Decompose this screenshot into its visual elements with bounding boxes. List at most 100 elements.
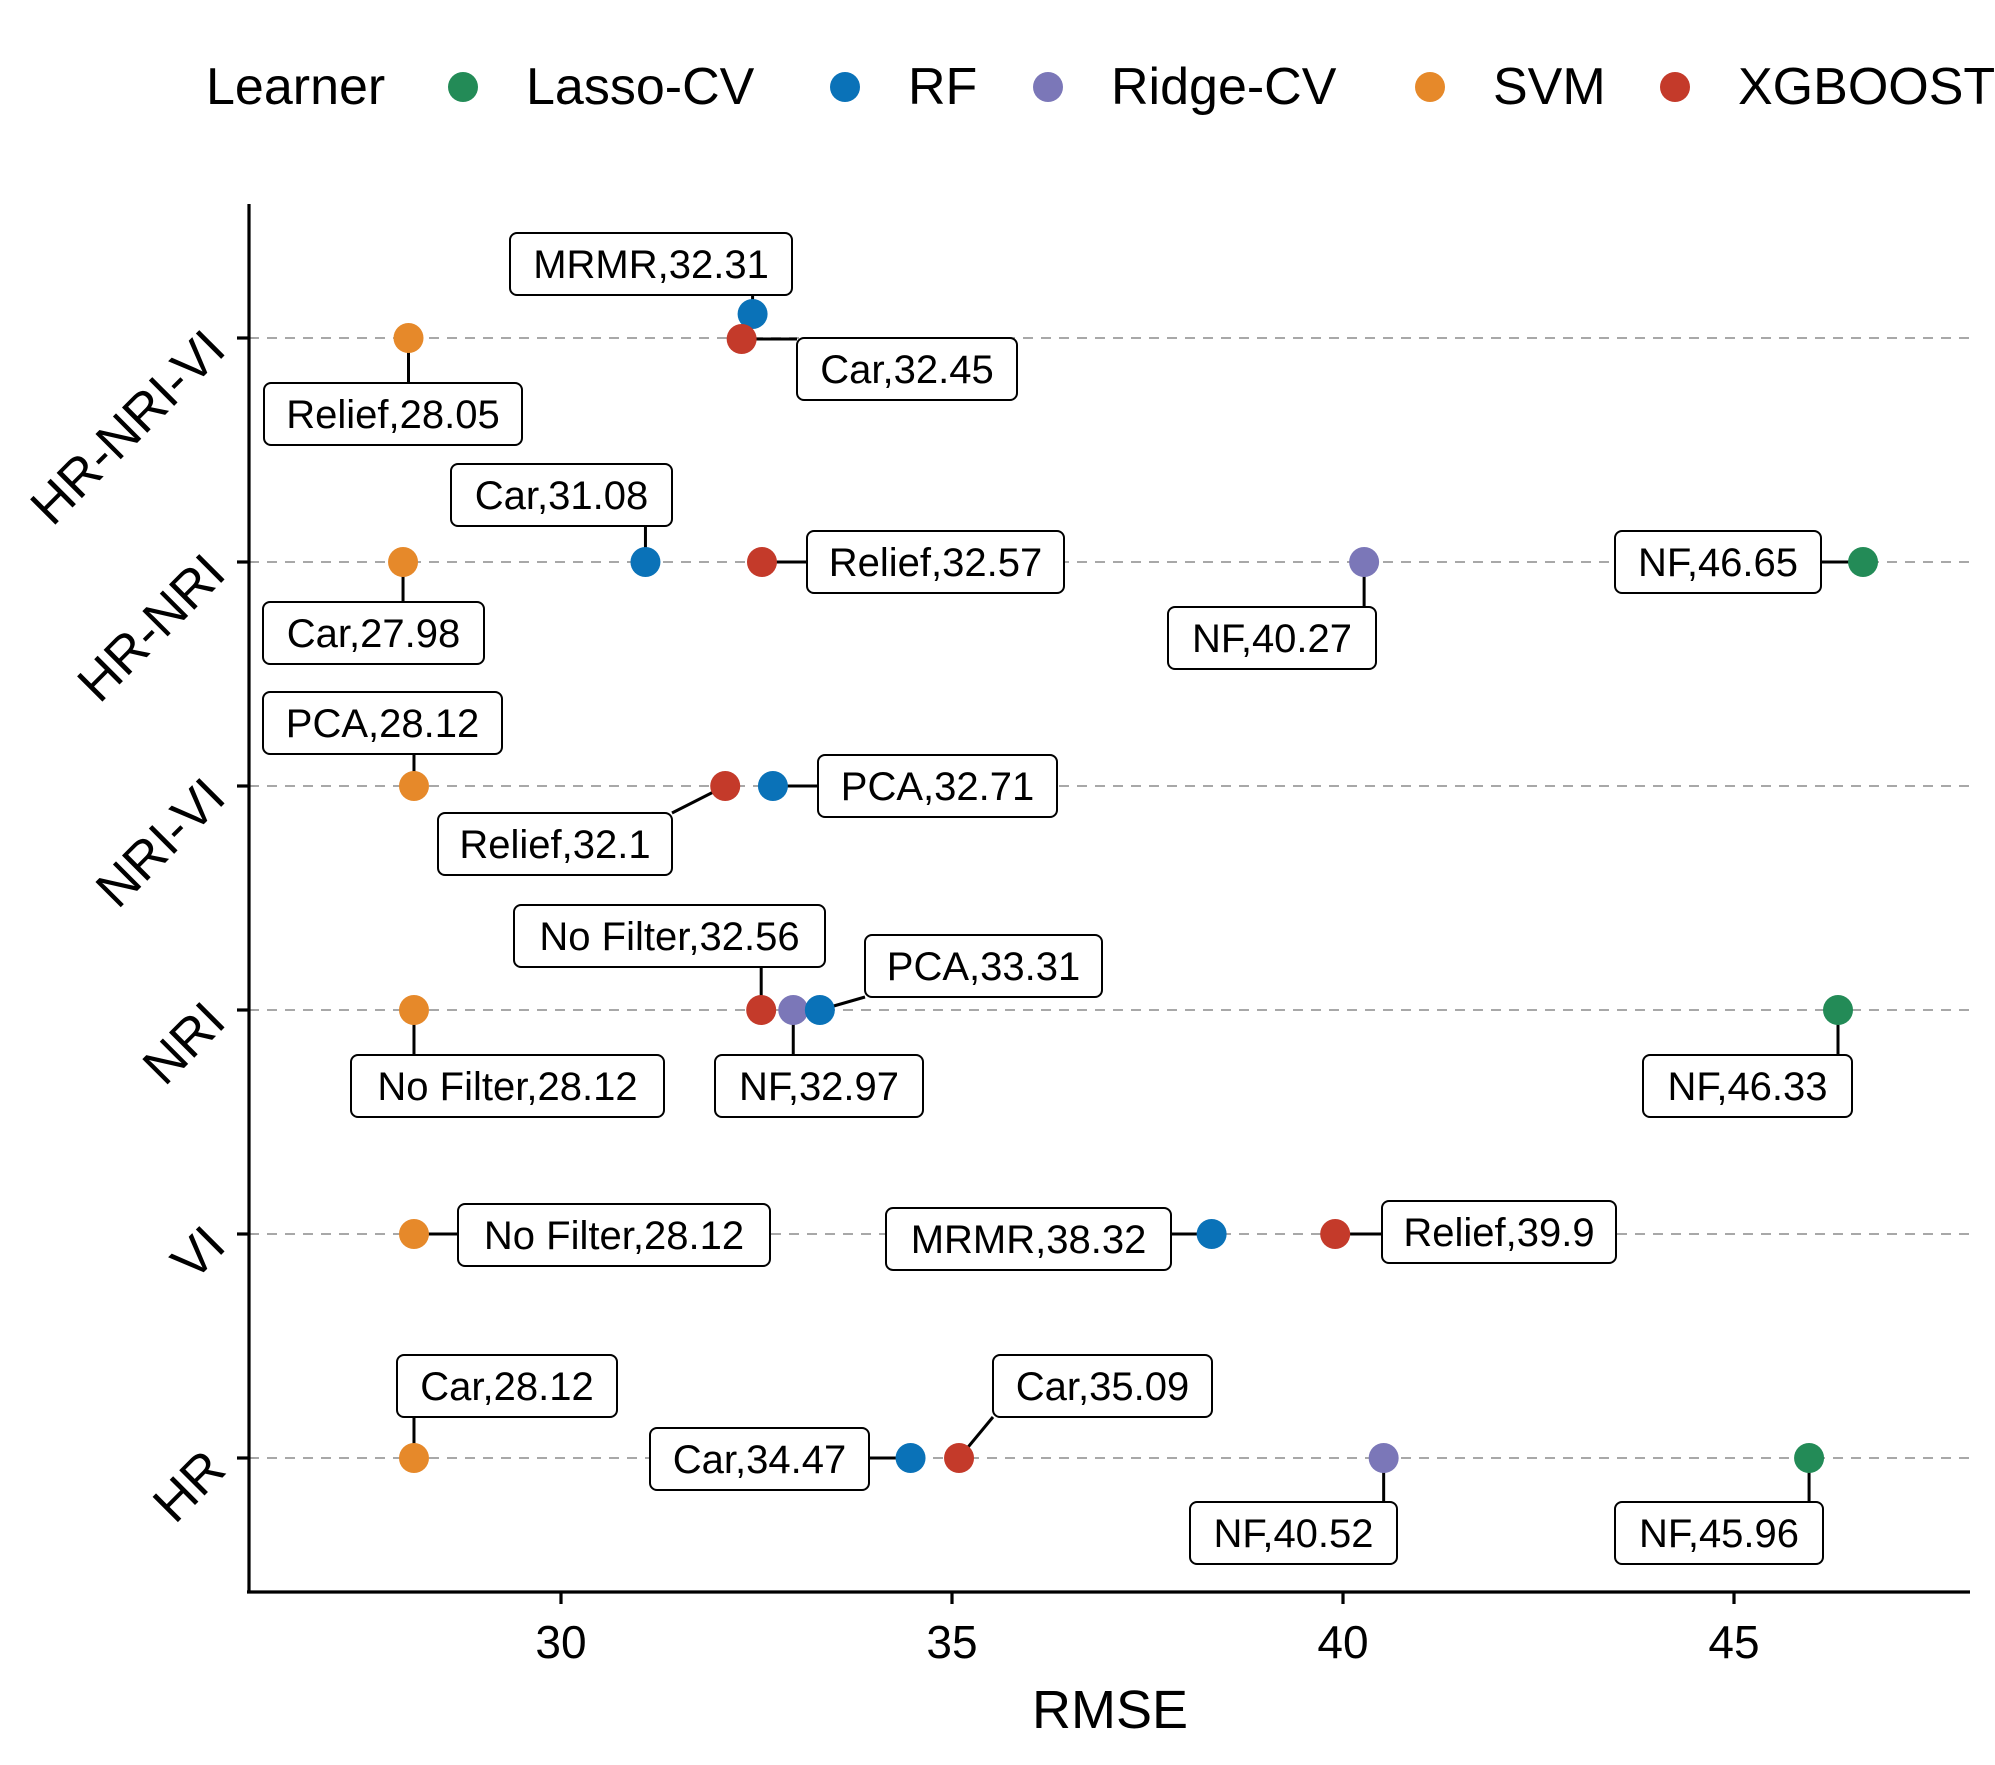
annotation-box (396, 1354, 618, 1418)
annotation-label: Car,28.12 (420, 1365, 593, 1409)
x-tick-label-35: 35 (926, 1616, 977, 1668)
annotation-box (806, 530, 1065, 594)
legend-label-svm: SVM (1493, 58, 1606, 116)
annotation-label: NF,46.33 (1667, 1065, 1827, 1109)
annotation-box (649, 1427, 870, 1491)
point-svm-vi (398, 1219, 429, 1249)
annotation-box (450, 463, 673, 527)
point-rf-nri (804, 995, 835, 1025)
annotation-label: NF,45.96 (1639, 1512, 1799, 1556)
legend-swatch-lasso-cv (448, 72, 478, 102)
annotation-label: NF,40.27 (1192, 617, 1352, 661)
legend-swatch-svm (1415, 72, 1445, 102)
point-svm-hr-nri-vi (393, 323, 424, 353)
annotation-label: Car,34.47 (673, 1438, 846, 1482)
legend: Learner Lasso-CV RF Ridge-CV SVM XGBOOST (206, 58, 1995, 116)
legend-label-xgboost: XGBOOST (1738, 58, 1995, 116)
y-tick-label-vi: VI (161, 1215, 237, 1291)
x-axis-ticks: 30 35 40 45 (535, 1592, 1760, 1668)
y-tick-label-hr: HR (142, 1439, 236, 1533)
x-tick-label-45: 45 (1708, 1616, 1759, 1668)
annotation-box (992, 1354, 1213, 1418)
point-lasso-cv-hr (1794, 1443, 1825, 1473)
point-xgboost-hr-nri (746, 547, 777, 577)
annotation-label: PCA,32.71 (841, 765, 1034, 809)
annotation-box (885, 1207, 1172, 1271)
point-ridge-cv-nri (778, 995, 809, 1025)
point-xgboost-vi (1320, 1219, 1351, 1249)
point-xgboost-nri-vi (710, 771, 741, 801)
legend-swatch-rf (830, 72, 860, 102)
annotation-box (262, 691, 503, 755)
annotation-box (350, 1054, 665, 1118)
point-rf-hr-nri-vi (737, 299, 768, 329)
annotation-box (262, 601, 485, 665)
point-lasso-cv-hr-nri (1848, 547, 1879, 577)
point-annotations: MRMR,32.31 Car,32.45 Relief,28.05 Car,27.98… (262, 232, 1864, 1565)
annotation-label: Car,32.45 (820, 348, 993, 392)
legend-label-ridge-cv: Ridge-CV (1111, 58, 1337, 116)
x-tick-label-40: 40 (1317, 1616, 1368, 1668)
annotation-label: Car,27.98 (287, 612, 460, 656)
point-svm-nri (398, 995, 429, 1025)
annotation-label: MRMR,32.31 (533, 243, 769, 287)
legend-title: Learner (206, 58, 385, 116)
data-points (388, 299, 1879, 1473)
legend-swatch-xgboost (1660, 72, 1690, 102)
x-axis-title: RMSE (1032, 1680, 1188, 1740)
annotation-label: No Filter,28.12 (484, 1214, 744, 1258)
annotation-label: NF,32.97 (739, 1065, 899, 1109)
point-rf-nri-vi (757, 771, 788, 801)
point-xgboost-hr (944, 1443, 975, 1473)
annotation-label: Relief,32.1 (459, 823, 650, 867)
annotation-box (457, 1203, 771, 1267)
point-rf-hr-nri (630, 547, 661, 577)
annotation-label: No Filter,32.56 (539, 915, 799, 959)
annotation-label: Relief,28.05 (286, 393, 499, 437)
annotation-box (817, 754, 1058, 818)
annotation-box (1614, 1501, 1824, 1565)
annotation-label: NF,40.52 (1213, 1512, 1373, 1556)
y-tick-label-nri: NRI (132, 991, 236, 1095)
annotation-box (1167, 606, 1377, 670)
x-tick-label-30: 30 (535, 1616, 586, 1668)
legend-label-lasso-cv: Lasso-CV (526, 58, 755, 116)
y-tick-label-hr-nri: HR-NRI (67, 543, 237, 713)
point-svm-hr (398, 1443, 429, 1473)
annotation-label: No Filter,28.12 (377, 1065, 637, 1109)
annotation-box (714, 1054, 924, 1118)
annotation-box (1614, 530, 1822, 594)
annotation-label: NF,46.65 (1638, 541, 1798, 585)
point-svm-nri-vi (398, 771, 429, 801)
point-rf-hr (895, 1443, 926, 1473)
annotation-label: PCA,28.12 (286, 702, 479, 746)
annotation-box (263, 382, 523, 446)
y-tick-label-hr-nri-vi: HR-NRI-VI (20, 319, 237, 536)
annotation-label: MRMR,38.32 (911, 1218, 1147, 1262)
point-lasso-cv-nri (1823, 995, 1854, 1025)
annotation-label: Car,35.09 (1016, 1365, 1189, 1409)
point-ridge-cv-hr (1368, 1443, 1399, 1473)
annotation-box (796, 337, 1018, 401)
annotation-box (509, 232, 793, 296)
annotation-label: Car,31.08 (475, 474, 648, 518)
axes (247, 204, 1970, 1594)
annotation-label: PCA,33.31 (887, 945, 1080, 989)
legend-label-rf: RF (908, 58, 977, 116)
annotation-label: Relief,39.9 (1403, 1211, 1594, 1255)
point-ridge-cv-hr-nri (1349, 547, 1380, 577)
annotation-label: Relief,32.57 (829, 541, 1042, 585)
annotation-box (437, 812, 673, 876)
legend-swatch-ridge-cv (1033, 72, 1063, 102)
point-xgboost-hr-nri-vi (726, 324, 757, 354)
annotation-box (513, 904, 826, 968)
point-rf-vi (1196, 1219, 1227, 1249)
point-svm-hr-nri (388, 547, 419, 577)
annotation-box (864, 934, 1103, 998)
y-tick-label-nri-vi: NRI-VI (85, 767, 236, 918)
annotation-box (1189, 1501, 1398, 1565)
annotation-box (1642, 1054, 1853, 1118)
annotation-box (1381, 1200, 1617, 1264)
